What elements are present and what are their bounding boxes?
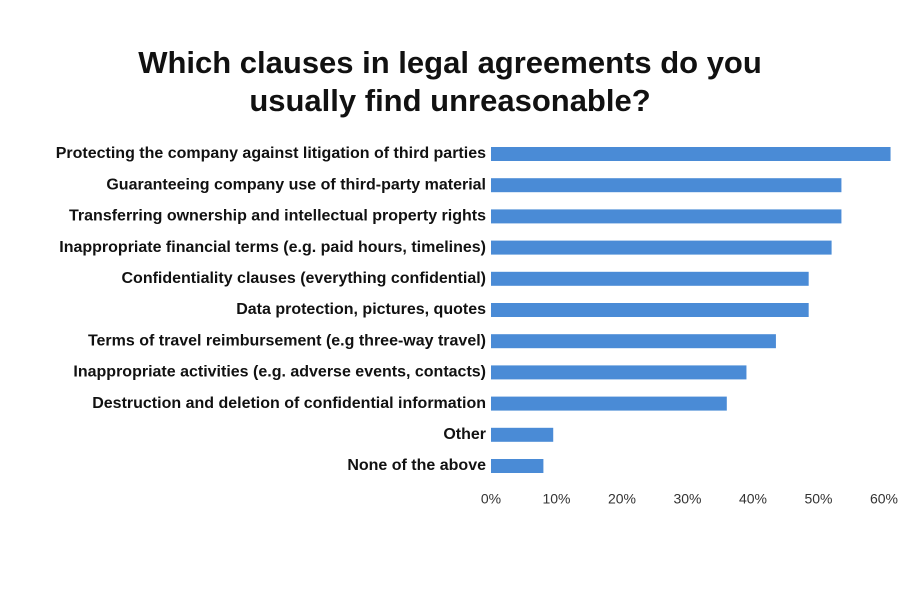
- bar: [491, 271, 809, 286]
- bar: [491, 209, 842, 224]
- y-tick-label: Protecting the company against litigatio…: [56, 145, 486, 162]
- x-tick-label: 40%: [739, 491, 767, 507]
- bar: [491, 427, 554, 442]
- x-tick-label: 0%: [481, 491, 501, 507]
- y-tick-label: Transferring ownership and intellectual …: [69, 208, 486, 225]
- y-tick-label: Terms of travel reimbursement (e.g three…: [88, 332, 486, 349]
- y-tick-label: Guaranteeing company use of third-party …: [106, 176, 486, 193]
- y-tick-label: None of the above: [347, 457, 486, 474]
- bar: [491, 365, 747, 380]
- bar: [491, 459, 544, 473]
- bar: [491, 147, 891, 161]
- x-tick-label: 10%: [542, 491, 570, 507]
- y-tick-label: Other: [443, 426, 486, 443]
- chart-title: Which clauses in legal agreements do you…: [138, 45, 762, 118]
- y-tick-label: Confidentiality clauses (everything conf…: [121, 270, 486, 287]
- bar: [491, 334, 776, 349]
- y-tick-label: Destruction and deletion of confidential…: [92, 395, 486, 412]
- y-tick-label: Inappropriate activities (e.g. adverse e…: [73, 364, 486, 381]
- y-tick-label: Inappropriate financial terms (e.g. paid…: [59, 239, 486, 256]
- x-tick-label: 20%: [608, 491, 636, 507]
- bar: [491, 240, 832, 255]
- bar: [491, 396, 727, 411]
- x-tick-label: 50%: [804, 491, 832, 507]
- bar: [491, 303, 809, 317]
- y-tick-label: Data protection, pictures, quotes: [236, 301, 486, 318]
- x-tick-label: 30%: [673, 491, 701, 507]
- bar: [491, 178, 842, 193]
- x-tick-label: 60%: [870, 491, 898, 507]
